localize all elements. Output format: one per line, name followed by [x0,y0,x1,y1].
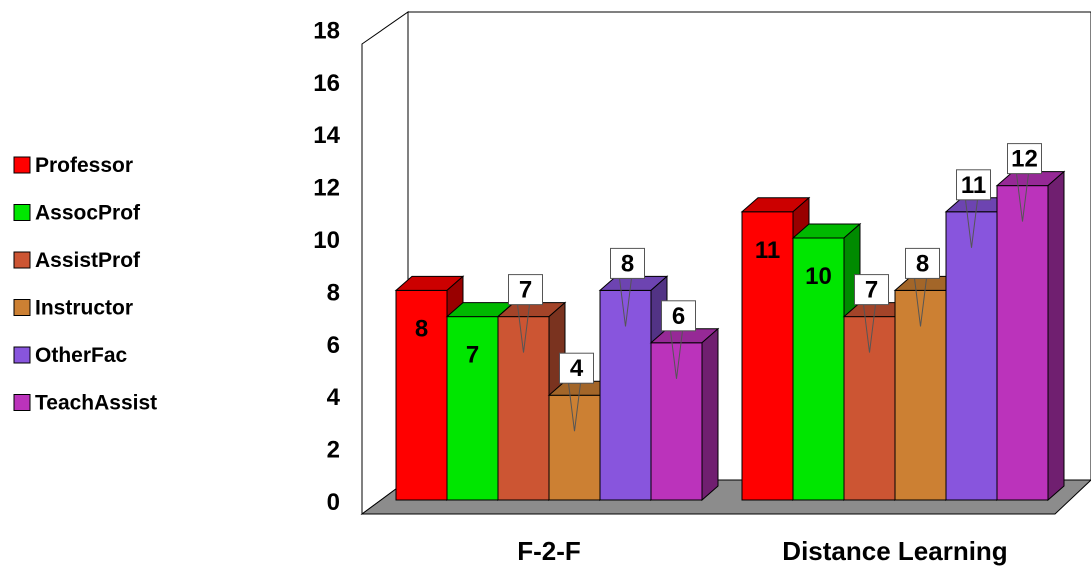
legend-label: AssocProf [35,202,141,225]
legend-item: TeachAssist [13,392,157,415]
data-label: 11 [755,237,780,264]
data-label: 7 [519,277,532,304]
data-label-callout: 7 [854,274,889,353]
y-tick-label: 4 [327,384,341,411]
bars [394,170,1066,502]
y-tick-label: 0 [327,489,340,516]
y-tick-label: 6 [327,332,340,359]
y-tick-label: 12 [313,175,340,202]
y-tick-label: 2 [327,437,340,464]
y-tick-label: 14 [313,122,340,149]
data-label: 7 [865,277,878,304]
legend-label: AssistProf [35,249,141,272]
x-tick-label: Distance Learning [782,536,1007,566]
data-label: 8 [916,250,929,277]
legend-swatch [13,204,31,221]
x-axis: F-2-F Distance Learning [517,536,1007,566]
legend-swatch [13,156,31,174]
data-label: 6 [672,303,685,330]
bar [649,327,720,502]
legend-item: Professor [13,154,133,177]
data-labels: 8 7 7 4 8 6 11 10 7 8 11 12 [415,143,1042,432]
legend-item: OtherFac [13,344,128,367]
data-label: 7 [466,342,479,369]
y-tick-label: 8 [327,279,340,306]
data-label: 12 [1011,146,1038,173]
legend-label: Professor [35,154,133,177]
data-label-callout: 8 [610,247,645,327]
legend-item: Instructor [13,297,133,320]
bar [995,170,1066,502]
legend-item: AssocProf [13,202,141,225]
legend: Professor AssocProf AssistProf Instructor Ot… [13,154,157,415]
y-tick-label: 18 [313,17,340,44]
data-label: 10 [805,263,832,290]
y-tick-label: 16 [313,70,340,97]
data-label: 8 [621,250,634,277]
legend-swatch [13,299,31,316]
legend-label: OtherFac [35,344,128,367]
y-tick-label: 10 [313,227,340,254]
legend-swatch [13,251,31,269]
legend-label: TeachAssist [35,392,157,415]
y-axis: 0 2 4 6 8 10 12 14 16 18 [313,17,340,516]
legend-swatch [13,394,31,411]
legend-item: AssistProf [13,249,141,272]
data-label-callout: 8 [905,247,940,327]
data-label-callout: 6 [661,300,696,379]
legend-swatch [13,346,31,364]
x-tick-label: F-2-F [517,536,581,566]
data-label-callout: 12 [1007,143,1042,222]
data-label: 4 [570,355,584,382]
data-label-callout: 4 [559,352,594,432]
data-label-callout: 7 [508,274,543,353]
data-label: 11 [961,172,986,199]
legend-label: Instructor [35,297,133,320]
data-label: 8 [415,315,428,342]
data-label-callout: 11 [956,169,991,248]
